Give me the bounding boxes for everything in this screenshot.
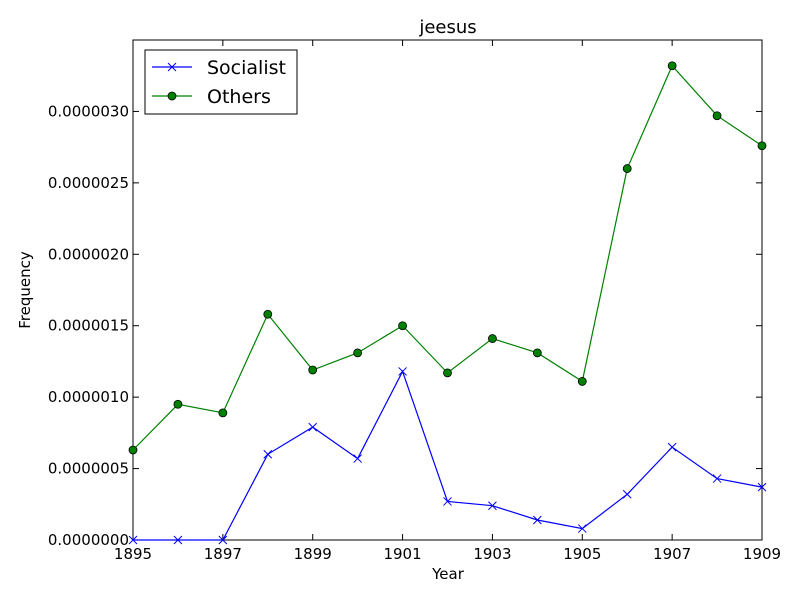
- y-tick-label: 0.0000015: [48, 317, 129, 335]
- data-point-socialist: [173, 535, 183, 545]
- series-layer: [128, 61, 767, 545]
- data-point-socialist: [308, 422, 318, 432]
- data-point-socialist: [353, 454, 362, 463]
- x-tick-label: 1895: [114, 545, 152, 563]
- legend-label-others: Others: [207, 86, 271, 108]
- chart-title: jeesus: [418, 17, 476, 38]
- y-tick-label: 0.0000025: [48, 174, 129, 192]
- data-point-others: [173, 399, 183, 409]
- plot-area-frame: [132, 39, 763, 541]
- x-tick-label: 1903: [473, 545, 511, 563]
- data-point-socialist: [533, 515, 542, 525]
- data-point-socialist: [577, 524, 587, 533]
- legend-item-others: Others: [152, 86, 271, 108]
- x-axis: 1895 1897 1899 1901 1903 1905 1907 1909: [114, 40, 781, 563]
- data-point-others: [622, 164, 632, 173]
- series-socialist: [128, 367, 767, 545]
- x-axis-label: Year: [431, 565, 465, 583]
- data-point-socialist: [488, 501, 497, 511]
- data-point-others: [667, 61, 677, 71]
- data-point-others: [532, 348, 542, 358]
- data-point-socialist: [443, 497, 452, 506]
- x-tick-label: 1897: [204, 545, 242, 563]
- data-point-others: [577, 377, 587, 386]
- data-point-socialist: [622, 489, 632, 499]
- series-line-socialist: [133, 369, 763, 541]
- legend: Socialist Others: [144, 49, 298, 115]
- data-point-others: [443, 368, 452, 378]
- data-point-others: [308, 365, 318, 375]
- x-tick-label: 1901: [383, 545, 421, 563]
- data-point-socialist: [263, 449, 273, 459]
- data-point-socialist: [398, 367, 407, 376]
- data-point-others: [263, 309, 273, 319]
- data-point-socialist: [667, 442, 677, 452]
- data-point-others: [757, 141, 767, 151]
- data-point-socialist: [128, 535, 138, 545]
- legend-box: [144, 49, 298, 115]
- series-others: [128, 61, 767, 455]
- data-point-socialist: [712, 474, 722, 483]
- x-tick-label: 1907: [653, 545, 691, 563]
- y-tick-label: 0.0000005: [48, 460, 129, 478]
- y-tick-label: 0.0000000: [48, 531, 129, 549]
- data-point-others: [488, 334, 497, 343]
- data-point-others: [398, 321, 407, 331]
- legend-item-socialist: Socialist: [152, 57, 286, 79]
- data-point-others: [353, 348, 363, 358]
- data-point-socialist: [757, 482, 767, 492]
- data-point-others: [218, 408, 228, 418]
- y-tick-label: 0.0000030: [48, 102, 129, 120]
- x-tick-label: 1905: [563, 545, 601, 563]
- y-axis: 0.0000000 0.0000005 0.0000010 0.0000015 0.00…: [48, 102, 762, 549]
- series-line-others: [132, 64, 763, 451]
- y-tick-label: 0.0000020: [48, 245, 129, 263]
- legend-label-socialist: Socialist: [207, 57, 286, 79]
- data-point-socialist: [218, 535, 228, 545]
- data-point-others: [128, 445, 138, 455]
- x-tick-label: 1909: [743, 545, 781, 563]
- y-axis-label: Frequency: [16, 251, 34, 329]
- y-tick-label: 0.0000010: [48, 388, 129, 406]
- data-point-others: [712, 111, 722, 121]
- x-tick-label: 1899: [294, 545, 332, 563]
